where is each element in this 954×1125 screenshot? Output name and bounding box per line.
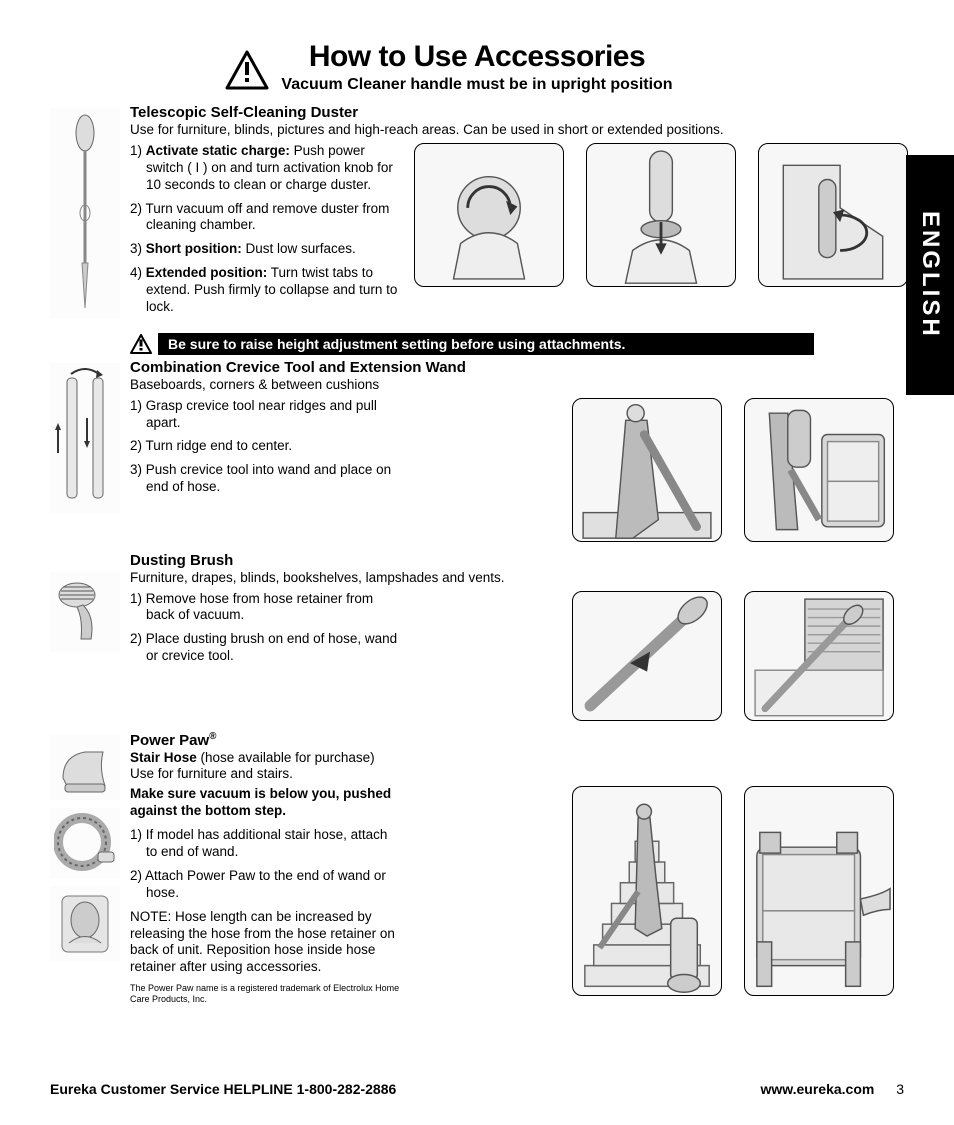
- side-illustration-crevice: [50, 359, 130, 513]
- trademark-note: The Power Paw name is a registered trade…: [130, 983, 400, 1005]
- dusting-title: Dusting Brush: [130, 552, 904, 569]
- powerpaw-steps: Make sure vacuum is below you, pushed ag…: [130, 786, 400, 1011]
- side-illustration-dusting: [50, 552, 130, 652]
- dusting-desc: Furniture, drapes, blinds, bookshelves, …: [130, 570, 904, 587]
- section-dusting: Dusting Brush Furniture, drapes, blinds,…: [50, 552, 904, 721]
- page-footer: Eureka Customer Service HELPLINE 1-800-2…: [50, 1081, 904, 1097]
- duster-steps: 1) Activate static charge: Push power sw…: [130, 143, 400, 323]
- figure-powerpaw-2: [744, 786, 894, 996]
- stairhose-note: (hose available for purchase): [197, 750, 375, 765]
- figure-dusting-2: [744, 591, 894, 721]
- page-title: How to Use Accessories: [50, 40, 904, 74]
- powerpaw-figures: [414, 786, 904, 996]
- warning-triangle-icon: [130, 334, 152, 354]
- crevice-title: Combination Crevice Tool and Extension W…: [130, 359, 904, 376]
- page-number: 3: [896, 1081, 904, 1097]
- stairhose-title: Stair Hose: [130, 750, 197, 765]
- side-illustration-powerpaw: [50, 731, 130, 961]
- footer-helpline: Eureka Customer Service HELPLINE 1-800-2…: [50, 1081, 396, 1097]
- footer-url: www.eureka.com: [760, 1081, 874, 1097]
- page-subtitle: Vacuum Cleaner handle must be in upright…: [50, 76, 904, 94]
- section-crevice: Combination Crevice Tool and Extension W…: [50, 359, 904, 542]
- dusting-figures: [414, 591, 904, 721]
- language-tab: ENGLISH: [906, 155, 954, 395]
- figure-duster-3: [758, 143, 908, 287]
- page-header: How to Use Accessories Vacuum Cleaner ha…: [50, 40, 904, 94]
- powerpaw-title: Power Paw®: [130, 731, 904, 749]
- section-powerpaw: Power Paw® Stair Hose (hose available fo…: [50, 731, 904, 1012]
- side-illustration-duster: [50, 104, 130, 318]
- duster-figures: [414, 143, 918, 287]
- section-duster: Telescopic Self-Cleaning Duster Use for …: [50, 104, 904, 323]
- figure-crevice-2: [744, 398, 894, 542]
- figure-duster-2: [586, 143, 736, 287]
- warning-triangle-icon: [225, 50, 269, 90]
- warning-bar: Be sure to raise height adjustment setti…: [130, 333, 904, 355]
- crevice-steps: 1) Grasp crevice tool near ridges and pu…: [130, 398, 400, 503]
- crevice-figures: [414, 398, 904, 542]
- duster-title: Telescopic Self-Cleaning Duster: [130, 104, 918, 121]
- figure-duster-1: [414, 143, 564, 287]
- figure-dusting-1: [572, 591, 722, 721]
- warning-bar-text: Be sure to raise height adjustment setti…: [158, 333, 814, 355]
- dusting-steps: 1) Remove hose from hose retainer from b…: [130, 591, 400, 673]
- duster-desc: Use for furniture, blinds, pictures and …: [130, 122, 918, 139]
- powerpaw-desc: Use for furniture and stairs.: [130, 766, 904, 783]
- figure-powerpaw-1: [572, 786, 722, 996]
- figure-crevice-1: [572, 398, 722, 542]
- crevice-desc: Baseboards, corners & between cushions: [130, 377, 904, 394]
